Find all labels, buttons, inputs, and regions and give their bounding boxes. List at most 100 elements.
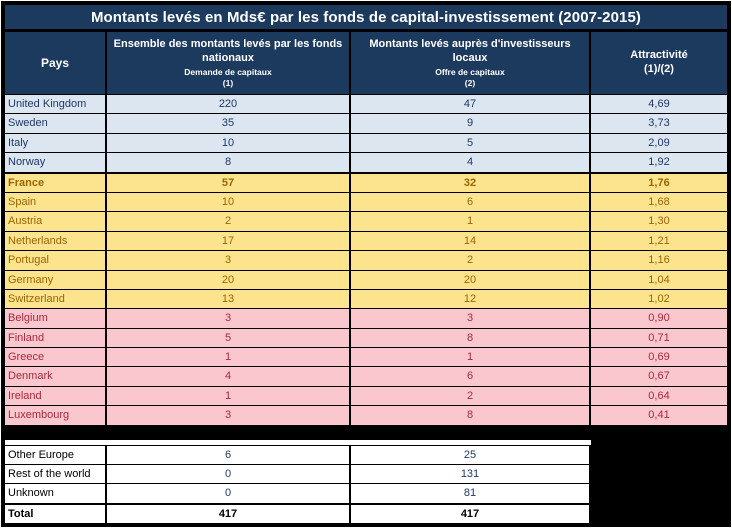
- country-cell: Portugal: [5, 251, 107, 270]
- header-local-investors: Montants levés auprès d'investisseurs lo…: [351, 32, 591, 94]
- table-row: Spain 10 6 1,68: [5, 191, 727, 212]
- ratio-cell: 1,92: [648, 156, 670, 169]
- value2-cell: 14: [351, 231, 591, 251]
- header-national-funds: Ensemble des montants levés par les fond…: [107, 32, 351, 94]
- table-row: Luxembourg 3 8 0,41: [5, 405, 727, 425]
- table-row: Ireland 1 2 0,64: [5, 385, 727, 406]
- value2-cell: 25: [351, 445, 591, 465]
- country-cell: Luxembourg: [5, 406, 107, 425]
- value2-cell: 1: [351, 348, 591, 367]
- ratio-cell: 1,21: [648, 234, 670, 247]
- spacer-row: [5, 439, 591, 445]
- country-cell: Germany: [5, 270, 107, 289]
- bottom-section: Other Europe 6 25 Rest of the world 0 131 Unkn…: [5, 439, 727, 524]
- value1-cell: 6: [107, 445, 351, 465]
- table-row: Austria 2 1 1,30: [5, 211, 727, 231]
- country-rows: United Kingdom 220 47 4,69 Sweden 35 9 3,73 Ital…: [5, 94, 727, 425]
- country-cell: Finland: [5, 328, 107, 348]
- value2-cell: 9: [351, 114, 591, 133]
- ratio-cell: 2,09: [648, 136, 670, 149]
- country-cell: Austria: [5, 212, 107, 231]
- value1-cell: 13: [107, 289, 351, 309]
- country-cell: France: [5, 173, 107, 192]
- country-cell: Netherlands: [5, 231, 107, 251]
- table-title-text: Montants levés en Mds€ par les fonds de …: [90, 8, 642, 26]
- ratio-cell: 0,90: [648, 312, 670, 325]
- value1-cell: 3: [107, 251, 351, 270]
- black-corner-block: [591, 439, 727, 524]
- country-cell: Sweden: [5, 114, 107, 133]
- aggregate-label-cell: Total: [5, 504, 107, 524]
- value1-cell: 3: [107, 309, 351, 328]
- country-cell: United Kingdom: [5, 95, 107, 114]
- value1-cell: 17: [107, 231, 351, 251]
- table-header-row: Pays Ensemble des montants levés par les…: [5, 32, 727, 94]
- table-title: Montants levés en Mds€ par les fonds de …: [5, 5, 727, 32]
- aggregate-row: Other Europe 6 25: [5, 444, 591, 465]
- value1-cell: 35: [107, 114, 351, 133]
- value2-cell: 6: [351, 367, 591, 386]
- ratio-cell: 0,67: [648, 370, 670, 383]
- value2-cell: 2: [351, 251, 591, 270]
- separator-band: [5, 424, 727, 440]
- ratio-cell: 0,69: [648, 351, 670, 364]
- table-row: Greece 1 1 0,69: [5, 347, 727, 367]
- value1-cell: 20: [107, 270, 351, 289]
- value1-cell: 0: [107, 465, 351, 484]
- value2-cell: 32: [351, 173, 591, 192]
- value2-cell: 4: [351, 153, 591, 172]
- aggregate-label-cell: Other Europe: [5, 445, 107, 465]
- value2-cell: 8: [351, 328, 591, 348]
- table-row: Denmark 4 6 0,67: [5, 366, 727, 386]
- value1-cell: 220: [107, 95, 351, 114]
- country-cell: Norway: [5, 153, 107, 172]
- table-row: Portugal 3 2 1,16: [5, 250, 727, 270]
- value2-cell: 81: [351, 484, 591, 503]
- ratio-cell: 1,16: [648, 254, 670, 267]
- table-row: Italy 10 5 2,09: [5, 132, 727, 153]
- table-row: Finland 5 8 0,71: [5, 327, 727, 348]
- ratio-cell: 1,04: [648, 273, 670, 286]
- ratio-cell: 0,41: [648, 409, 670, 422]
- value2-cell: 5: [351, 133, 591, 153]
- country-cell: Switzerland: [5, 289, 107, 309]
- ratio-cell: 1,68: [648, 195, 670, 208]
- table-row: Norway 8 4 1,92: [5, 152, 727, 172]
- value2-cell: 417: [351, 504, 591, 524]
- value2-cell: 47: [351, 95, 591, 114]
- value2-cell: 3: [351, 309, 591, 328]
- ratio-cell: 0,64: [648, 389, 670, 402]
- value2-cell: 12: [351, 289, 591, 309]
- ratio-cell: 1,30: [648, 215, 670, 228]
- value1-cell: 10: [107, 133, 351, 153]
- value1-cell: 0: [107, 484, 351, 503]
- ratio-cell: 1,02: [648, 292, 670, 305]
- country-cell: Italy: [5, 133, 107, 153]
- value1-cell: 1: [107, 386, 351, 406]
- value2-cell: 6: [351, 192, 591, 212]
- value2-cell: 131: [351, 465, 591, 484]
- country-cell: Ireland: [5, 386, 107, 406]
- table-row: Switzerland 13 12 1,02: [5, 288, 727, 309]
- value1-cell: 10: [107, 192, 351, 212]
- ratio-cell: 3,73: [648, 117, 670, 130]
- table-row: United Kingdom 220 47 4,69: [5, 94, 727, 114]
- aggregate-row: Unknown 0 81: [5, 483, 591, 503]
- header-pays: Pays: [5, 32, 107, 94]
- table-row: Germany 20 20 1,04: [5, 269, 727, 289]
- value2-cell: 2: [351, 386, 591, 406]
- value1-cell: 3: [107, 406, 351, 425]
- country-cell: Belgium: [5, 309, 107, 328]
- value1-cell: 417: [107, 504, 351, 524]
- table-row: Sweden 35 9 3,73: [5, 113, 727, 133]
- header-attractivite: Attractivité (1)/(2): [630, 49, 688, 75]
- ratio-cell: 4,69: [648, 98, 670, 110]
- total-row: Total 417 417: [5, 502, 591, 524]
- aggregate-label-cell: Unknown: [5, 484, 107, 503]
- value1-cell: 4: [107, 367, 351, 386]
- value2-cell: 8: [351, 406, 591, 425]
- table-row: Belgium 3 3 0,90: [5, 308, 727, 328]
- value1-cell: 5: [107, 328, 351, 348]
- country-cell: Greece: [5, 348, 107, 367]
